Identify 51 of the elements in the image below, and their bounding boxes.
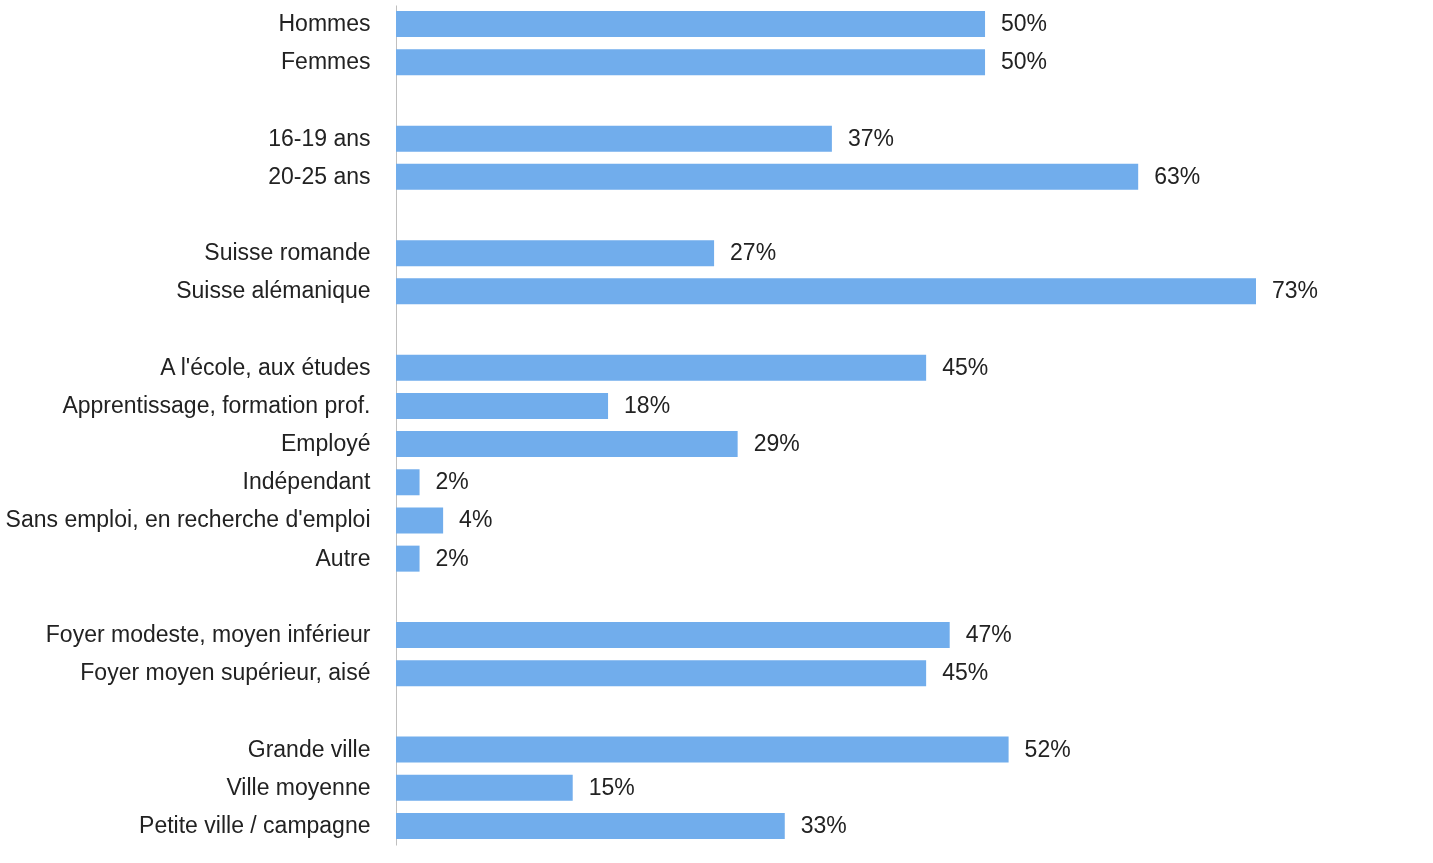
- bar: [396, 392, 609, 419]
- data-label: 29%: [753, 430, 800, 457]
- data-label: 15%: [588, 773, 635, 800]
- bar: [396, 125, 832, 152]
- y-tick-label: Suisse romande: [204, 239, 371, 266]
- y-tick-label: Grande ville: [247, 735, 371, 762]
- y-tick-label: Hommes: [278, 10, 371, 37]
- y-tick-label: 20-25 ans: [268, 162, 371, 189]
- y-tick-label: Ville moyenne: [226, 773, 371, 800]
- bar: [396, 774, 573, 801]
- bar: [396, 622, 950, 648]
- y-tick-label: Petite ville / campagne: [139, 811, 371, 838]
- y-tick-label: A l'école, aux études: [160, 353, 371, 380]
- bar: [396, 660, 927, 687]
- bar: [396, 240, 715, 267]
- data-label: 37%: [847, 124, 894, 151]
- y-tick-label: Foyer modeste, moyen inférieur: [45, 621, 371, 647]
- data-label: 4%: [459, 506, 493, 533]
- data-label: 73%: [1272, 277, 1319, 304]
- y-tick-label: Employé: [281, 430, 371, 457]
- y-tick-label: 16-19 ans: [268, 124, 371, 151]
- bar: [396, 469, 420, 496]
- data-label: 47%: [965, 621, 1012, 647]
- data-label: 50%: [1001, 10, 1048, 37]
- bar: [396, 354, 927, 381]
- y-tick-label: Suisse alémanique: [176, 277, 371, 304]
- data-label: 52%: [1024, 735, 1071, 762]
- data-label: 27%: [730, 239, 777, 266]
- y-tick-label: Foyer moyen supérieur, aisé: [80, 659, 371, 686]
- data-label: 33%: [800, 811, 847, 838]
- data-label: 45%: [942, 353, 989, 380]
- bar: [396, 278, 1256, 305]
- data-label: 2%: [435, 544, 469, 571]
- y-tick-label: Femmes: [281, 48, 371, 75]
- bar: [396, 163, 1139, 190]
- bar: [396, 812, 785, 839]
- data-label: 18%: [624, 391, 671, 418]
- bar: [396, 431, 738, 458]
- data-label: 50%: [1001, 48, 1048, 75]
- bar: [396, 49, 986, 76]
- data-label: 45%: [942, 659, 989, 686]
- data-label: 63%: [1154, 162, 1201, 189]
- y-tick-label: Indépendant: [242, 468, 372, 495]
- y-tick-label: Autre: [315, 544, 371, 571]
- bar: [396, 11, 986, 38]
- bar: [396, 736, 1009, 763]
- bar: [396, 507, 444, 534]
- bar: [396, 545, 420, 572]
- data-label: 2%: [435, 468, 469, 495]
- y-tick-label: Sans emploi, en recherche d'emploi: [5, 506, 371, 533]
- y-tick-label: Apprentissage, formation prof.: [62, 391, 371, 418]
